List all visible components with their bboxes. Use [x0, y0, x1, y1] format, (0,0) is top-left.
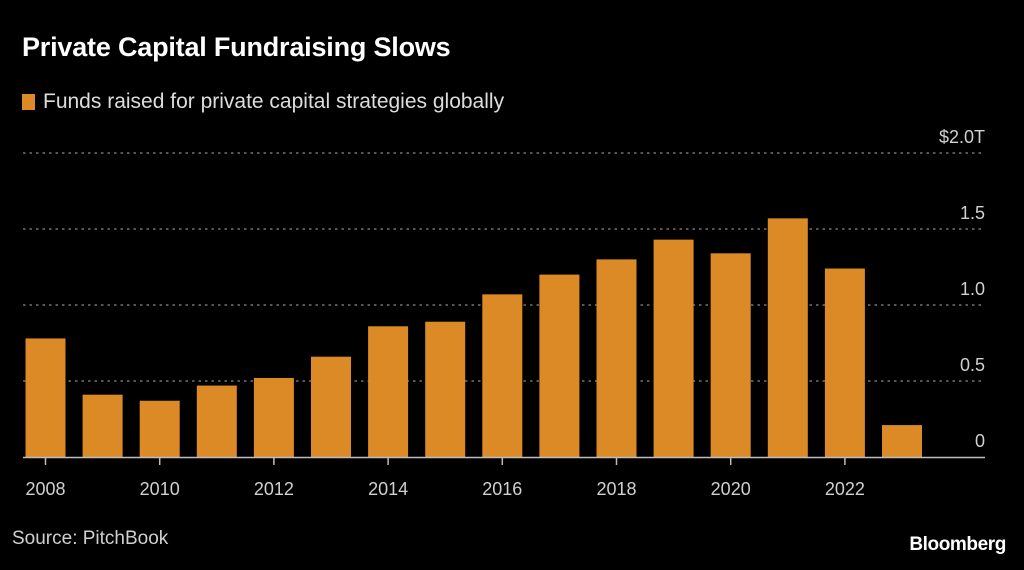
y-tick-label: 1.0	[960, 279, 985, 299]
y-tick-label: $2.0T	[939, 127, 985, 147]
bar-2013	[311, 356, 351, 457]
bar-2014	[368, 326, 409, 457]
x-tick-label: 2010	[140, 479, 180, 499]
source-note: Source: PitchBook	[12, 528, 169, 549]
y-tick-label: 1.5	[960, 203, 985, 223]
x-tick-label: 2012	[254, 479, 294, 499]
legend-swatch	[22, 94, 35, 110]
bar-2010	[139, 400, 180, 457]
bloomberg-logo: Bloomberg	[909, 534, 1006, 555]
y-tick-label: 0.5	[960, 355, 985, 375]
bar-2023	[882, 425, 922, 457]
bar-2008	[25, 338, 66, 457]
chart-title: Private Capital Fundraising Slows	[22, 32, 451, 62]
bar-2016	[482, 294, 523, 457]
bar-2017	[539, 274, 580, 457]
x-tick-label: 2008	[25, 479, 65, 499]
bar-2011	[196, 385, 237, 457]
y-tick-label: 0	[975, 431, 985, 451]
x-tick-label: 2018	[596, 479, 636, 499]
bar-2022	[824, 268, 865, 457]
x-tick-label: 2020	[711, 479, 751, 499]
legend: Funds raised for private capital strateg…	[22, 90, 504, 114]
bar-2012	[253, 377, 294, 457]
bar-2018	[596, 259, 637, 457]
bar-2021	[767, 218, 808, 457]
x-tick-label: 2022	[825, 479, 865, 499]
bar-2019	[653, 239, 694, 457]
x-tick-label: 2014	[368, 479, 408, 499]
bar-2009	[82, 394, 123, 457]
bar-2020	[710, 253, 751, 457]
legend-label: Funds raised for private capital strateg…	[43, 90, 505, 113]
x-tick-label: 2016	[482, 479, 522, 499]
bar-2015	[425, 321, 466, 457]
